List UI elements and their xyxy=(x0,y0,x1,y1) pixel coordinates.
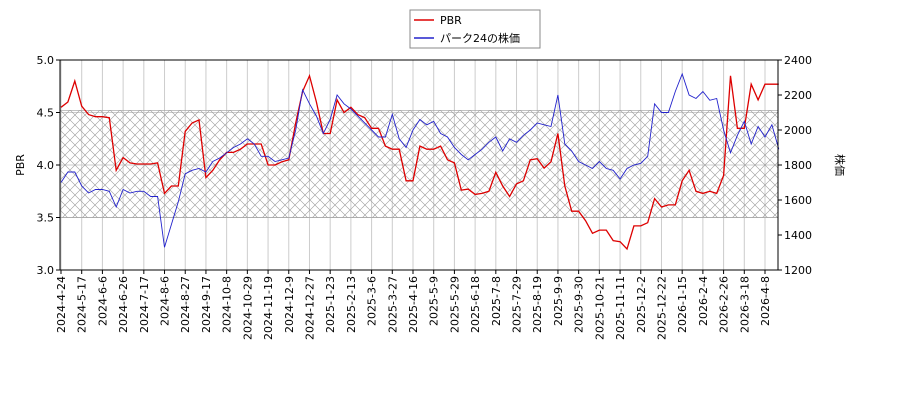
legend-box xyxy=(409,9,541,49)
x-tick-label: 2025-5-9 xyxy=(428,276,441,326)
x-tick-label: 2025-9-9 xyxy=(552,276,565,326)
y-tick-label: 4.5 xyxy=(37,107,55,120)
x-tick-label: 2024-10-29 xyxy=(241,276,254,340)
y2-tick-label: 1400 xyxy=(784,229,812,242)
y-tick-label: 3.0 xyxy=(37,264,55,277)
band xyxy=(59,110,779,218)
y2-tick-label: 1600 xyxy=(784,194,812,207)
x-tick-label: 2025-7-29 xyxy=(511,276,524,333)
x-tick-label: 2025-11-11 xyxy=(614,276,627,340)
x-tick-label: 2025-7-8 xyxy=(490,276,503,326)
hatch-band xyxy=(59,110,779,218)
lines xyxy=(60,72,780,251)
legend: PBR パーク24の株価 xyxy=(409,9,541,49)
y2-tick-label: 1800 xyxy=(784,159,812,172)
y2-tick-label: 2000 xyxy=(784,124,812,137)
x-tick-label: 2025-8-19 xyxy=(531,276,544,333)
y-tick-label: 4.0 xyxy=(37,159,55,172)
x-tick-label: 2024-8-27 xyxy=(179,276,192,333)
y2-tick-label: 1200 xyxy=(784,264,812,277)
x-tick-label: 2025-3-6 xyxy=(366,276,379,326)
x-tick-label: 2025-1-23 xyxy=(324,276,337,333)
x-tick-label: 2024-10-8 xyxy=(221,276,234,333)
x-tick-label: 2026-2-26 xyxy=(718,276,731,333)
legend-label: PBR xyxy=(440,14,462,27)
x-tick-label: 2026-4-8 xyxy=(759,276,772,326)
y2-tick-label: 2200 xyxy=(784,89,812,102)
x-tick-label: 2025-9-30 xyxy=(573,276,586,333)
x-tick-label: 2024-12-27 xyxy=(303,276,316,340)
x-tick-label: 2025-5-29 xyxy=(448,276,461,333)
x-tick-label: 2024-8-6 xyxy=(159,276,172,326)
x-tick-label: 2025-12-22 xyxy=(655,276,668,340)
x-tick-label: 2025-6-18 xyxy=(469,276,482,333)
x-tick-label: 2024-7-17 xyxy=(138,276,151,333)
x-tick-label: 2024-6-26 xyxy=(117,276,130,333)
x-tick-label: 2024-4-24 xyxy=(55,276,68,333)
x-tick-label: 2024-12-9 xyxy=(283,276,296,333)
x-tick-label: 2024-5-17 xyxy=(76,276,89,333)
legend-label: パーク24の株価 xyxy=(440,31,520,45)
series-line xyxy=(60,72,780,248)
x-tick-label: 2025-2-13 xyxy=(345,276,358,333)
y2-tick-label: 2400 xyxy=(784,54,812,67)
x-tick-label: 2024-6-6 xyxy=(96,276,109,326)
x-tick-label: 2024-11-19 xyxy=(262,276,275,340)
x-tick-label: 2025-4-16 xyxy=(407,276,420,333)
series-line xyxy=(60,73,779,251)
x-tick-label: 2025-3-27 xyxy=(386,276,399,333)
x-tick-label: 2026-3-18 xyxy=(738,276,751,333)
x-tick-label: 2024-9-17 xyxy=(200,276,213,333)
y-axis-label: PBR xyxy=(14,154,27,176)
x-tick-label: 2025-12-2 xyxy=(635,276,648,333)
axes: 3.0 3.5 4.0 4.5 5.0 1200 1400 1600 1800 2000 2200 2… xyxy=(37,54,813,340)
y-tick-label: 3.5 xyxy=(37,212,55,225)
x-tick-label: 2026-2-4 xyxy=(697,276,710,326)
y-tick-label: 5.0 xyxy=(37,54,55,67)
x-tick-label: 2025-10-21 xyxy=(593,276,606,340)
y2-axis-label: 株価 xyxy=(833,154,847,176)
x-tick-label: 2026-1-15 xyxy=(676,276,689,333)
